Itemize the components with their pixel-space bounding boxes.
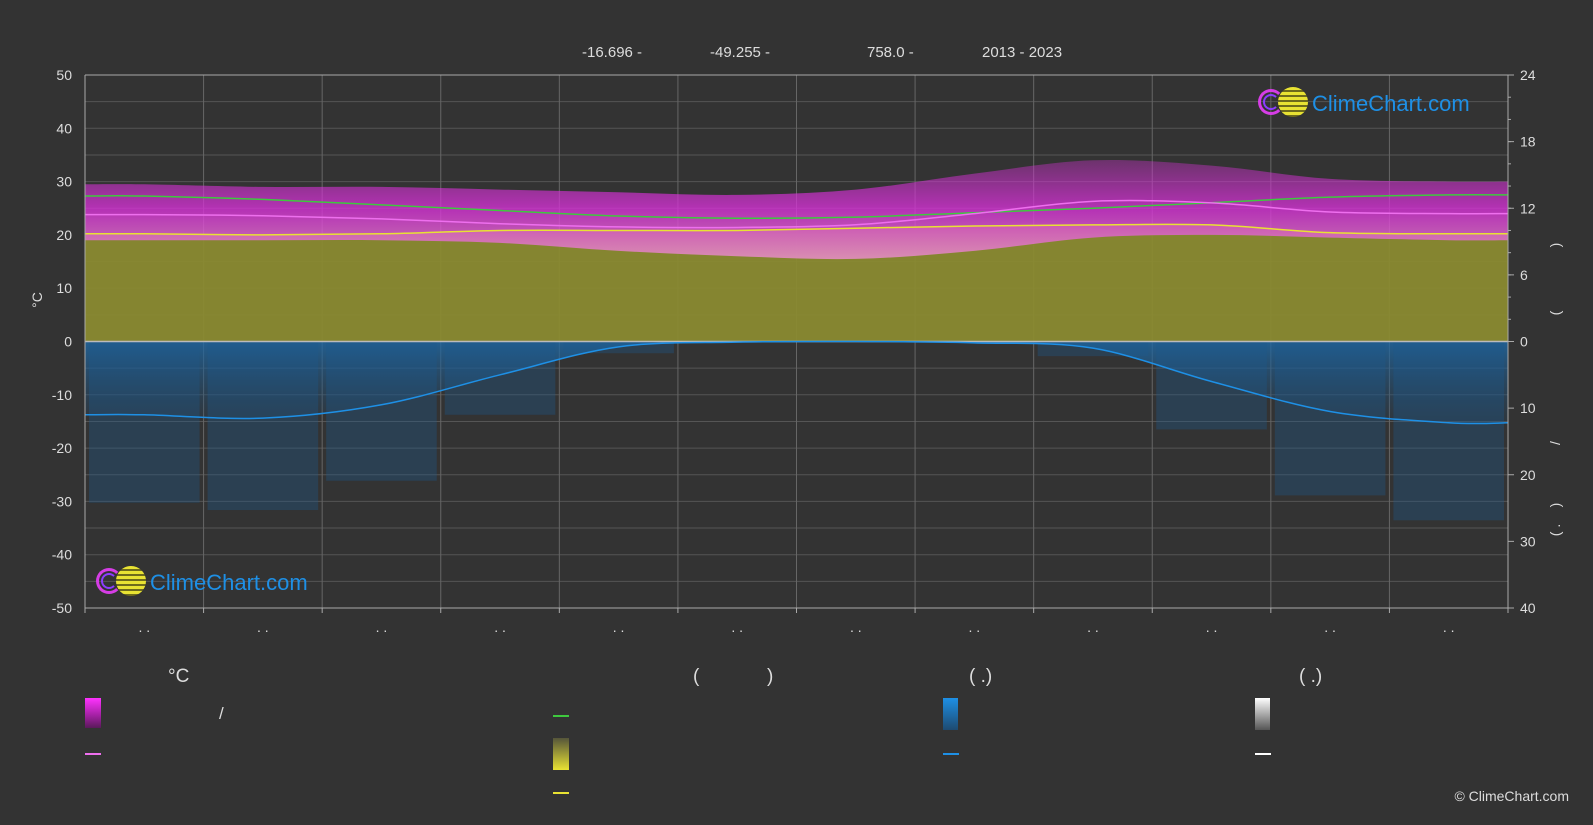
left-tick-label: 40 xyxy=(56,120,72,136)
left-tick-label: 10 xyxy=(56,280,72,296)
legend-header-snow: ( .) xyxy=(1299,666,1323,687)
x-tick-label: . . xyxy=(613,619,625,635)
header-longitude: -49.255 - xyxy=(710,44,771,61)
chart-axes: 50 40 30 20 10 0 -10 -20 -30 -40 -50 °C 24 18 12 6 0 10 20… xyxy=(29,67,1563,635)
legend-header-rain: ( .) xyxy=(969,666,993,687)
precipitation-area xyxy=(85,341,1508,424)
max-temp-band xyxy=(85,159,1508,260)
right-axis-label: ) xyxy=(1547,243,1563,248)
x-tick-label: . . xyxy=(138,619,150,635)
right-tick-label-hours: 12 xyxy=(1520,200,1536,216)
x-tick-label: . . xyxy=(1087,619,1099,635)
right-axis-label: / xyxy=(1547,441,1563,445)
precipitation-bar xyxy=(1156,341,1267,430)
right-tick-label-precip: 40 xyxy=(1520,600,1536,616)
right-tick-label-hours: 0 xyxy=(1520,334,1528,350)
daylight-line xyxy=(84,194,1509,220)
precipitation-bar xyxy=(444,341,556,415)
x-tick-label: . . xyxy=(1206,619,1218,635)
watermark-text: ClimeChart.com xyxy=(1312,91,1470,116)
header-years: 2013 - 2023 xyxy=(982,44,1063,61)
right-tick-label-precip: 30 xyxy=(1520,533,1536,549)
chart-areas xyxy=(85,159,1508,521)
left-tick-label: -30 xyxy=(52,493,72,509)
right-axis-label: ) xyxy=(1547,503,1563,508)
right-tick-label-precip: 10 xyxy=(1520,400,1536,416)
legend-swatch-daylight xyxy=(553,715,569,717)
precipitation-bar xyxy=(207,341,319,511)
precipitation-bar xyxy=(1274,341,1386,496)
left-tick-label: -10 xyxy=(52,387,72,403)
header-elevation: 758.0 - xyxy=(867,44,914,61)
sunshine-line xyxy=(84,223,1509,236)
legend-swatch-max-temp xyxy=(85,698,101,728)
copyright: © ClimeChart.com xyxy=(1454,788,1569,804)
legend-swatch-precip-mean xyxy=(943,753,959,755)
left-axis-label: °C xyxy=(29,292,45,308)
legend-swatch-precip xyxy=(943,698,958,730)
legend-swatch-snow-mean xyxy=(1255,753,1271,755)
x-tick-label: . . xyxy=(969,619,981,635)
legend-swatch-sunshine-mean xyxy=(553,792,569,794)
right-tick-label-hours: 18 xyxy=(1520,134,1536,150)
watermark-logo-top: ClimeChart.com xyxy=(1258,87,1470,121)
legend-swatch-mean-temp xyxy=(85,753,101,755)
chart-lines xyxy=(84,194,1509,425)
mean-temp-line xyxy=(84,199,1509,229)
header-latitude: -16.696 - xyxy=(582,44,643,61)
left-tick-label: -50 xyxy=(52,600,72,616)
legend-header-sun-close: ) xyxy=(767,666,774,687)
watermark-logo-bottom: ClimeChart.com xyxy=(96,566,308,600)
climechart-logo-icon xyxy=(96,566,146,600)
left-tick-label: 20 xyxy=(56,227,72,243)
x-tick-label: . . xyxy=(1324,619,1336,635)
right-tick-label-precip: 20 xyxy=(1520,467,1536,483)
sunshine-area xyxy=(85,224,1508,342)
left-tick-label: -20 xyxy=(52,440,72,456)
left-tick-label: -40 xyxy=(52,547,72,563)
watermark-text: ClimeChart.com xyxy=(150,570,308,595)
right-axis-label: ( xyxy=(1547,310,1563,315)
climechart-logo-icon xyxy=(1258,87,1308,121)
left-tick-label: 30 xyxy=(56,174,72,190)
x-tick-label: . . xyxy=(850,619,862,635)
legend-max-temp-label: / xyxy=(219,704,224,723)
legend-swatch-snow xyxy=(1255,698,1270,730)
legend-swatch-sunshine xyxy=(553,738,569,770)
right-tick-label-hours: 24 xyxy=(1520,67,1536,83)
climate-chart: 50 40 30 20 10 0 -10 -20 -30 -40 -50 °C 24 18 12 6 0 10 20… xyxy=(29,67,1563,635)
right-tick-label-hours: 6 xyxy=(1520,267,1528,283)
x-tick-label: . . xyxy=(1443,619,1455,635)
precipitation-line xyxy=(84,340,1509,425)
legend-header-temperature: °C xyxy=(168,666,190,687)
x-tick-label: . . xyxy=(257,619,269,635)
precipitation-bar xyxy=(1393,341,1504,521)
x-tick-label: . . xyxy=(731,619,743,635)
right-axis-label: ( . xyxy=(1547,524,1563,536)
x-tick-label: . . xyxy=(376,619,388,635)
x-tick-label: . . xyxy=(494,619,506,635)
left-tick-label: 50 xyxy=(56,67,72,83)
precipitation-bar xyxy=(89,341,200,503)
legend-header-sun-open: ( xyxy=(693,666,700,687)
left-tick-label: 0 xyxy=(64,334,72,350)
